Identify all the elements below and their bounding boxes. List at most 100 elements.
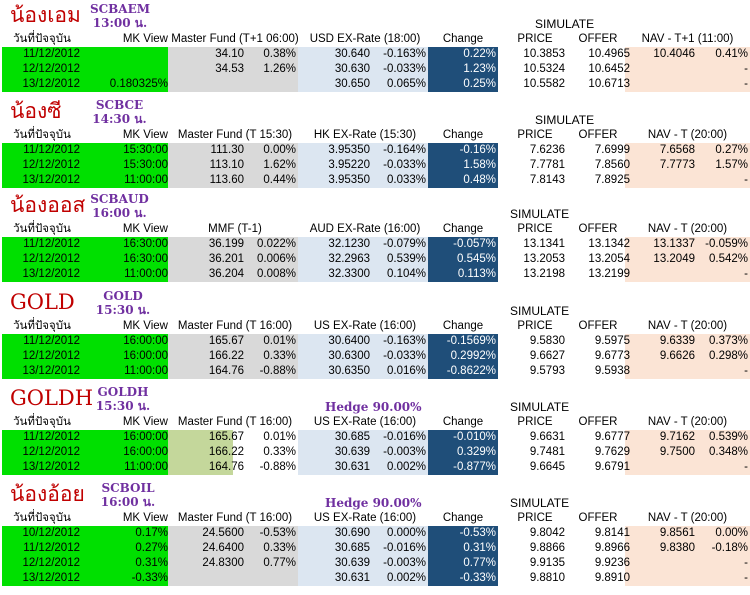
mk-view-value: 11:00:00: [124, 365, 168, 377]
mk-view-value: 11:00:00: [124, 268, 168, 280]
change-value: -0.877%: [453, 461, 496, 473]
fx-rate-value: 30.685: [334, 542, 370, 554]
nav-change: -: [744, 78, 748, 90]
nav-bg: [625, 173, 750, 188]
mk-view-value: [95, 47, 168, 62]
offer-value: 9.9236: [594, 557, 630, 569]
column-header: MK View: [122, 223, 168, 235]
master-fund-bg: [168, 62, 298, 77]
nav-value: 7.6568: [659, 144, 695, 156]
mk-view-value: 16:30:00: [123, 238, 168, 250]
master-fund-change: -0.53%: [259, 527, 296, 539]
master-fund-bg: [168, 237, 298, 252]
master-fund-value: 36.199: [208, 238, 244, 250]
offer-value: 9.6791: [594, 461, 630, 473]
mk-view-value: 16:00:00: [123, 446, 168, 458]
row-date: 13/12/2012: [22, 268, 80, 280]
fund-title: น้องออส: [10, 193, 86, 217]
column-header: NAV - T (20:00): [647, 223, 728, 235]
nav-bg: [625, 252, 750, 267]
column-header: NAV - T (20:00): [647, 512, 728, 524]
mk-view-value: 16:00:00: [123, 431, 168, 443]
master-fund-bg: [168, 334, 298, 349]
nav-bg: [625, 143, 750, 158]
change-bg: [428, 349, 498, 364]
column-header: HK EX-Rate (15:30): [313, 129, 417, 141]
row-date: 11/12/2012: [23, 542, 80, 554]
row-date: 12/12/2012: [22, 63, 80, 75]
fx-rate-change: -0.003%: [383, 446, 426, 458]
master-fund-change: 0.006%: [256, 253, 296, 265]
fx-rate-change: -0.033%: [383, 350, 426, 362]
master-fund-change: 0.38%: [263, 48, 296, 60]
price-value: 9.6645: [529, 461, 565, 473]
nav-value: 13.1337: [653, 238, 695, 250]
fx-rate-value: 3.95350: [328, 174, 370, 186]
mk-view-value: [95, 62, 168, 77]
row-date: 12/12/2012: [22, 446, 80, 458]
nav-value: 13.2049: [653, 253, 695, 265]
change-bg: [428, 571, 498, 586]
master-fund-bg: [168, 267, 298, 282]
fund-code: GOLDH: [97, 385, 149, 399]
fx-bg: [298, 77, 428, 92]
master-fund-value: 113.10: [209, 159, 244, 171]
fx-rate-change: 0.000%: [386, 527, 426, 539]
fx-rate-value: 30.650: [334, 78, 370, 90]
change-bg: [428, 47, 498, 62]
change-value: -0.1569%: [446, 335, 496, 347]
change-bg: [428, 430, 498, 445]
simulate-label: SIMULATE: [535, 113, 595, 127]
table-row: 11/12/2012 0.27% 24.6400 0.33% 30.685 -0.016%…: [0, 541, 750, 556]
change-value: 0.31%: [463, 542, 496, 554]
offer-value: 9.7629: [594, 446, 630, 458]
fx-bg: [298, 571, 428, 586]
column-header: วันที่ปัจจุบัน: [13, 512, 71, 524]
change-bg: [428, 445, 498, 460]
column-header: Change: [442, 416, 484, 428]
mk-view-bg: [2, 430, 168, 445]
fund-code: SCBCE: [95, 98, 144, 112]
nav-change: 0.298%: [708, 350, 748, 362]
price-value: 13.2053: [523, 253, 565, 265]
nav-change: -: [744, 63, 748, 75]
column-header: Master Fund (T 16:00): [177, 416, 293, 428]
master-fund-change: 0.00%: [263, 144, 296, 156]
fund-cutoff-time: 16:00 น.: [100, 495, 156, 509]
fx-rate-value: 30.639: [334, 557, 370, 569]
change-value: 0.329%: [456, 446, 496, 458]
row-date: 13/12/2012: [22, 365, 80, 377]
column-header: PRICE: [517, 33, 553, 45]
fund-title: น้องซี: [10, 99, 62, 123]
fund-code: SCBAEM: [89, 2, 151, 16]
master-fund-change: [244, 571, 296, 586]
master-fund-value: 24.8300: [202, 557, 244, 569]
nav-change: 0.41%: [715, 48, 748, 60]
price-value: 9.6627: [529, 350, 565, 362]
price-value: 13.2198: [523, 268, 565, 280]
price-value: 7.8143: [529, 174, 565, 186]
master-fund-value: 166.22: [208, 350, 244, 362]
nav-value: [625, 267, 695, 282]
fx-rate-change: -0.163%: [383, 48, 426, 60]
column-header: Change: [442, 512, 484, 524]
master-fund-bg: [168, 526, 298, 541]
column-header: วันที่ปัจจุบัน: [13, 33, 71, 45]
change-value: 0.22%: [463, 48, 496, 60]
table-row: 11/12/2012 16:30:00 36.199 0.022% 32.1230 -0.…: [0, 237, 750, 252]
table-row: 13/12/2012 11:00:00 113.60 0.44% 3.95350 0.03…: [0, 173, 750, 188]
fund-cutoff-time: 16:00 น.: [92, 206, 147, 220]
column-header: Master Fund (T+1 06:00): [171, 33, 299, 45]
row-date: 13/12/2012: [22, 572, 80, 584]
row-date: 10/12/2012: [22, 527, 80, 539]
price-value: 9.6631: [529, 431, 565, 443]
mk-view-bg: [2, 541, 168, 556]
nav-bg: [625, 526, 750, 541]
fund-title: น้องเอม: [10, 3, 81, 27]
fund-cutoff-time: 15:30 น.: [95, 399, 151, 413]
master-fund-bg: [168, 252, 298, 267]
change-bg: [428, 62, 498, 77]
offer-value: 13.2054: [588, 253, 630, 265]
table-row: 11/12/2012 34.10 0.38% 30.640 -0.163% 0.22% 10…: [0, 47, 750, 62]
nav-value: [625, 460, 695, 475]
